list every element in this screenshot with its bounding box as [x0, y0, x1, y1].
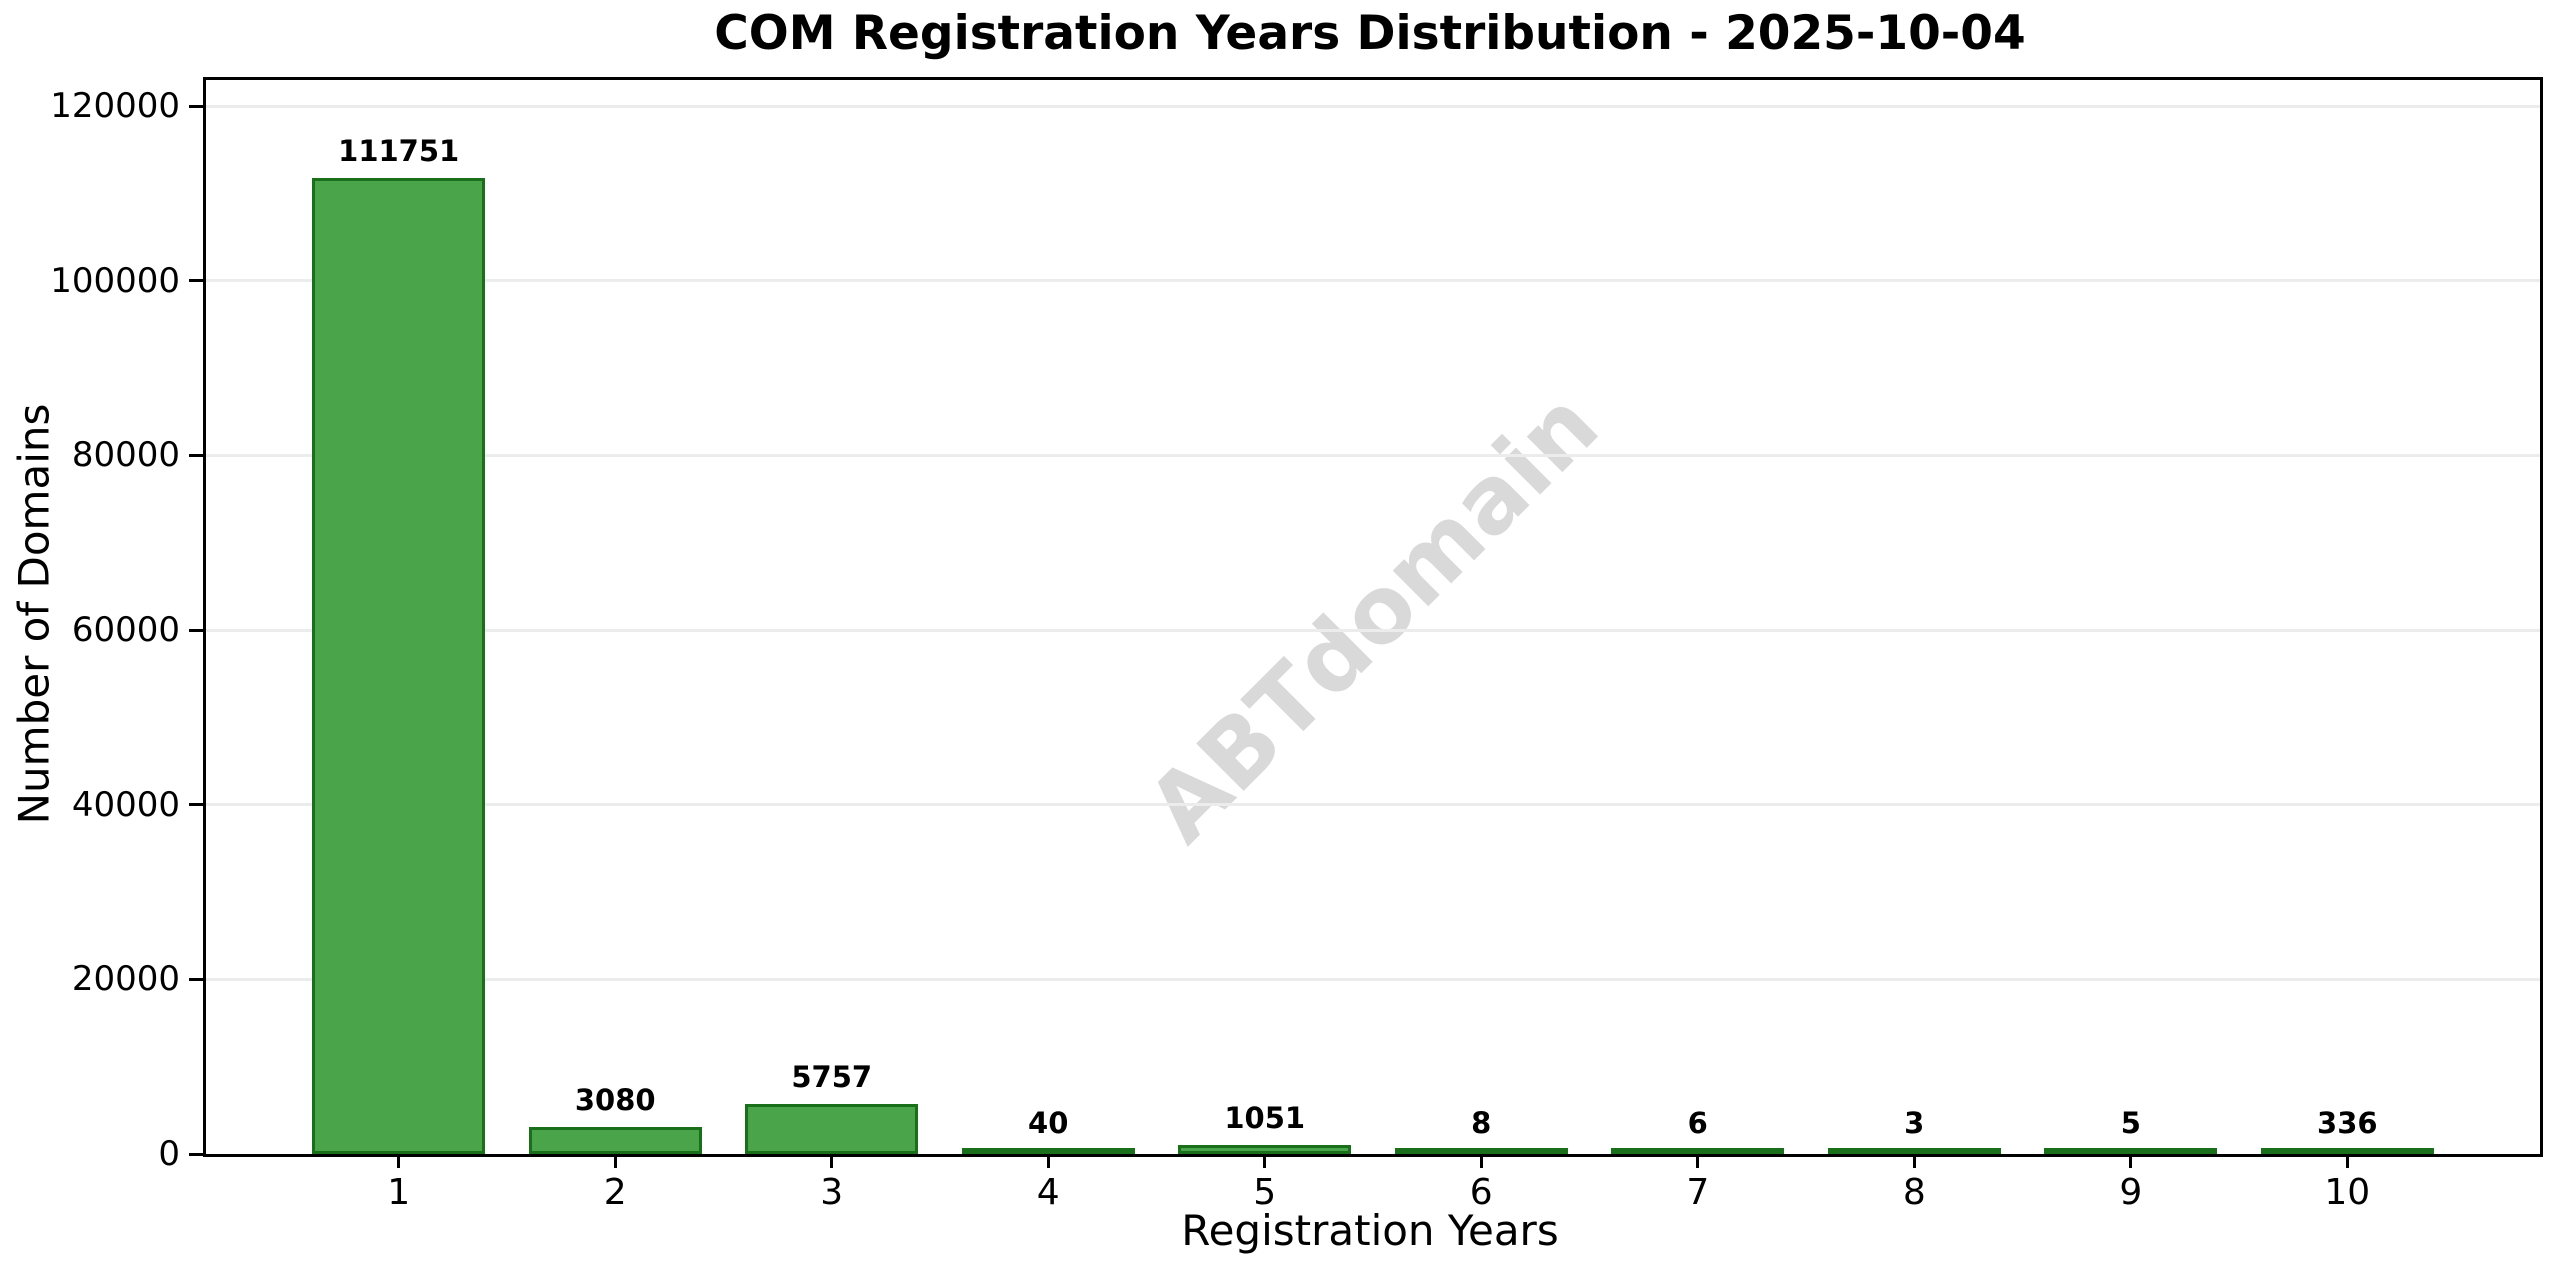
x-tick-mark	[397, 1154, 401, 1168]
x-tick-label: 9	[2119, 1172, 2143, 1213]
chart-title: COM Registration Years Distribution - 20…	[714, 6, 2026, 61]
bar-value-label: 40	[1028, 1106, 1069, 1140]
gridline-y-100000	[206, 279, 2540, 283]
bar-year-1	[312, 178, 486, 1154]
x-tick-label: 1	[387, 1172, 411, 1213]
plot-area: ABTdomain 0 20000 40000 60000 80000 100000 120…	[50, 77, 2543, 1213]
x-tick-mark	[1479, 1154, 1483, 1168]
bar-value-label: 111751	[338, 134, 460, 168]
bar-year-3	[745, 1104, 919, 1154]
y-tick-label: 0	[158, 1134, 180, 1174]
x-tick-label: 2	[603, 1172, 627, 1213]
x-tick-mark	[1912, 1154, 1916, 1168]
gridline-y-80000	[206, 453, 2540, 457]
bar-value-label: 5	[2120, 1106, 2141, 1140]
watermark: ABTdomain	[1127, 371, 1619, 863]
y-tick-label: 80000	[71, 435, 180, 476]
bar-value-label: 6	[1687, 1106, 1708, 1140]
x-tick-mark	[2345, 1154, 2349, 1168]
y-tick-label: 60000	[71, 610, 180, 651]
y-tick-label: 100000	[50, 260, 180, 301]
x-tick-label: 7	[1686, 1172, 1710, 1213]
bar-value-label: 336	[2317, 1106, 2378, 1140]
y-axis-label: Number of Domains	[9, 403, 59, 825]
bar-value-label: 5757	[791, 1060, 873, 1094]
gridline-y-40000	[206, 803, 2540, 807]
y-tick-label: 40000	[71, 784, 180, 825]
bar-year-7	[1611, 1148, 1785, 1154]
x-axis-label: Registration Years	[1181, 1206, 1559, 1255]
bar-year-2	[528, 1127, 702, 1154]
bar-year-4	[961, 1148, 1135, 1154]
x-tick-label: 5	[1253, 1172, 1277, 1213]
bar-year-10	[2260, 1148, 2434, 1154]
x-tick-label: 3	[820, 1172, 844, 1213]
y-tick-mark	[189, 628, 203, 632]
bar-value-label: 3	[1904, 1106, 1925, 1140]
y-tick-label: 120000	[50, 86, 180, 127]
x-tick-label: 4	[1036, 1172, 1060, 1213]
y-tick-mark	[189, 977, 203, 981]
bar-year-6	[1394, 1148, 1568, 1154]
bar-year-5	[1178, 1145, 1352, 1154]
x-tick-mark	[1263, 1154, 1267, 1168]
bar-value-label: 1051	[1224, 1101, 1306, 1135]
x-tick-mark	[1046, 1154, 1050, 1168]
x-tick-mark	[613, 1154, 617, 1168]
x-tick-mark	[1696, 1154, 1700, 1168]
bar-value-label: 3080	[574, 1083, 656, 1117]
x-tick-label: 6	[1469, 1172, 1493, 1213]
y-tick-mark	[189, 104, 203, 108]
gridline-y-120000	[206, 104, 2540, 108]
x-tick-label: 10	[2324, 1172, 2371, 1213]
gridline-y-20000	[206, 977, 2540, 981]
x-tick-mark	[2129, 1154, 2133, 1168]
x-tick-label: 8	[1902, 1172, 1926, 1213]
x-tick-mark	[830, 1154, 834, 1168]
y-tick-mark	[189, 279, 203, 283]
y-tick-mark	[189, 453, 203, 457]
y-tick-mark	[189, 803, 203, 807]
y-tick-mark	[189, 1152, 203, 1156]
gridline-y-60000	[206, 628, 2540, 632]
y-tick-label: 20000	[71, 959, 180, 1000]
bar-year-8	[1827, 1148, 2001, 1154]
bar-year-9	[2044, 1148, 2218, 1154]
bar-value-label: 8	[1471, 1106, 1492, 1140]
